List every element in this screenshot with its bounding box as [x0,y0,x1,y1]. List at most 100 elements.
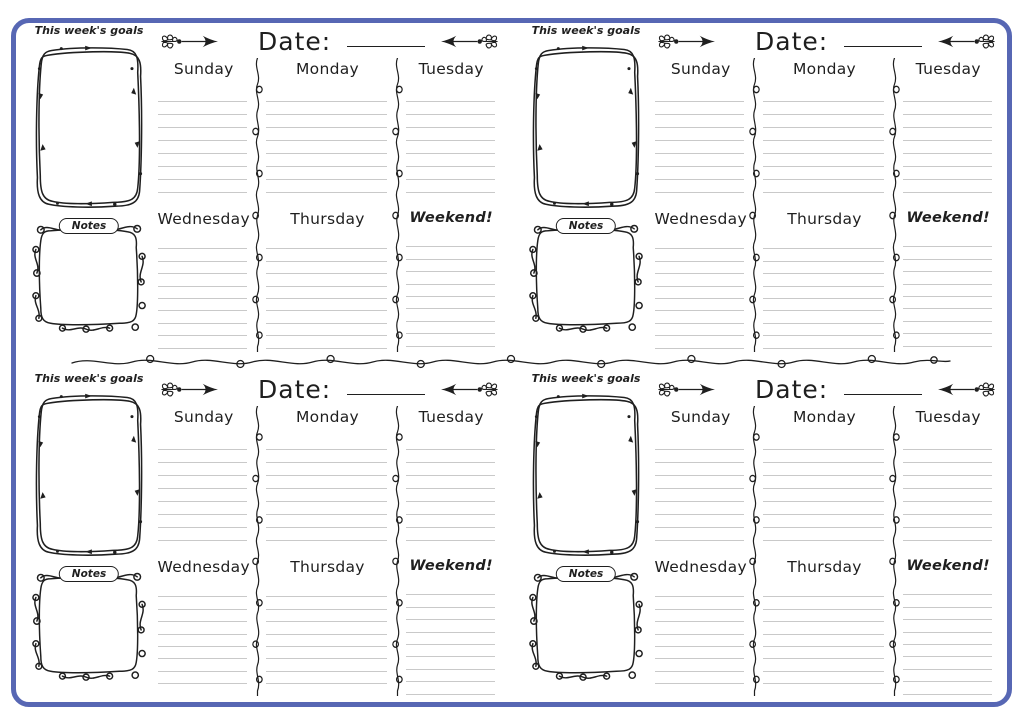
date-header-row: Date: [156,372,499,406]
ruled-line [266,672,387,685]
ruled-line [902,682,992,695]
writing-lines [156,426,251,541]
ruled-line [405,670,495,683]
ruled-line [763,299,884,312]
ruled-line [405,235,495,248]
day-header: Sunday [670,408,731,426]
ruled-line [763,262,884,275]
day-header: Weekend! [906,210,990,226]
ruled-line [763,622,884,635]
ruled-line [763,89,884,102]
ruled-line [266,489,387,502]
day-header: Sunday [670,60,731,78]
writing-lines [156,228,251,349]
arrow-left-icon [922,381,996,398]
ruled-line [266,684,387,696]
ruled-line [266,336,387,349]
day-section-monday: Monday [264,406,390,549]
column-divider-squiggle-icon [748,406,761,696]
ruled-line [902,595,992,608]
writing-lines [761,426,887,541]
ruled-line [158,167,248,180]
ruled-line [655,262,745,275]
ruled-line [902,450,992,463]
column-divider-squiggle-icon [251,406,264,696]
ruled-line [902,620,992,633]
ruled-line [158,141,248,154]
arrow-right-icon [156,381,234,398]
day-section-thursday: Thursday [264,201,390,352]
days-area: Date: Sunday Monday Tuesday Wednesday [647,372,996,696]
day-header: Tuesday [418,408,484,426]
day-section-wednesday: Wednesday [156,549,251,696]
ruled-line [158,299,248,312]
ruled-line [763,515,884,528]
ruled-line [266,528,387,541]
date-underline [347,383,426,395]
column-divider-squiggle-icon [391,406,404,696]
ruled-line [763,336,884,349]
notes-box: Notes [525,565,647,685]
ruled-line [655,311,745,324]
ruled-line [158,528,248,541]
writing-lines [264,426,390,541]
ruled-line [158,437,248,450]
ruled-line [266,274,387,287]
writing-lines [264,228,390,349]
day-header: Wednesday [654,210,747,228]
ruled-line [902,476,992,489]
day-section-sunday: Sunday [653,58,748,201]
ruled-line [902,247,992,260]
ruled-line [655,287,745,299]
ruled-line [266,299,387,312]
writing-lines [901,426,996,541]
ruled-line [902,463,992,476]
days-grid: Sunday Monday Tuesday Wednesday Thursday [156,58,499,352]
ruled-line [405,657,495,670]
ruled-line [405,528,495,541]
ruled-line [158,635,248,647]
day-section-weekend: Weekend! [404,549,499,696]
ruled-line [405,682,495,695]
writing-lines [761,576,887,696]
day-header: Weekend! [409,210,493,226]
ruled-line [902,322,992,335]
date-header-row: Date: [156,24,499,58]
ruled-line [405,180,495,193]
writing-lines [404,426,499,541]
ruled-line [655,515,745,528]
ruled-line [158,672,248,685]
ruled-line [902,89,992,102]
ruled-line [158,128,248,141]
day-section-thursday: Thursday [761,549,887,696]
ruled-line [266,635,387,647]
ruled-line [266,128,387,141]
ruled-line [902,670,992,683]
arrow-right-icon [653,381,731,398]
ruled-line [902,115,992,128]
notes-frame-icon [525,217,647,337]
ruled-line [266,437,387,450]
ruled-line [266,502,387,515]
ruled-line [655,324,745,337]
notes-label: Notes [58,566,120,582]
day-section-monday: Monday [761,406,887,549]
ruled-line [158,115,248,128]
writing-lines [901,78,996,193]
ruled-line [405,463,495,476]
ruled-line [405,334,495,347]
ruled-line [405,154,495,167]
ruled-line [902,102,992,115]
day-section-tuesday: Tuesday [404,406,499,549]
ruled-line [158,463,248,476]
ruled-line [763,274,884,287]
ruled-line [655,635,745,647]
ruled-line [763,180,884,193]
column-divider-squiggle-icon [748,58,761,352]
ruled-line [902,285,992,297]
day-section-wednesday: Wednesday [653,201,748,352]
days-area: Date: Sunday Monday Tuesday Wednesday [150,372,499,696]
ruled-line [158,585,248,598]
ruled-line [902,141,992,154]
ruled-line [902,502,992,515]
